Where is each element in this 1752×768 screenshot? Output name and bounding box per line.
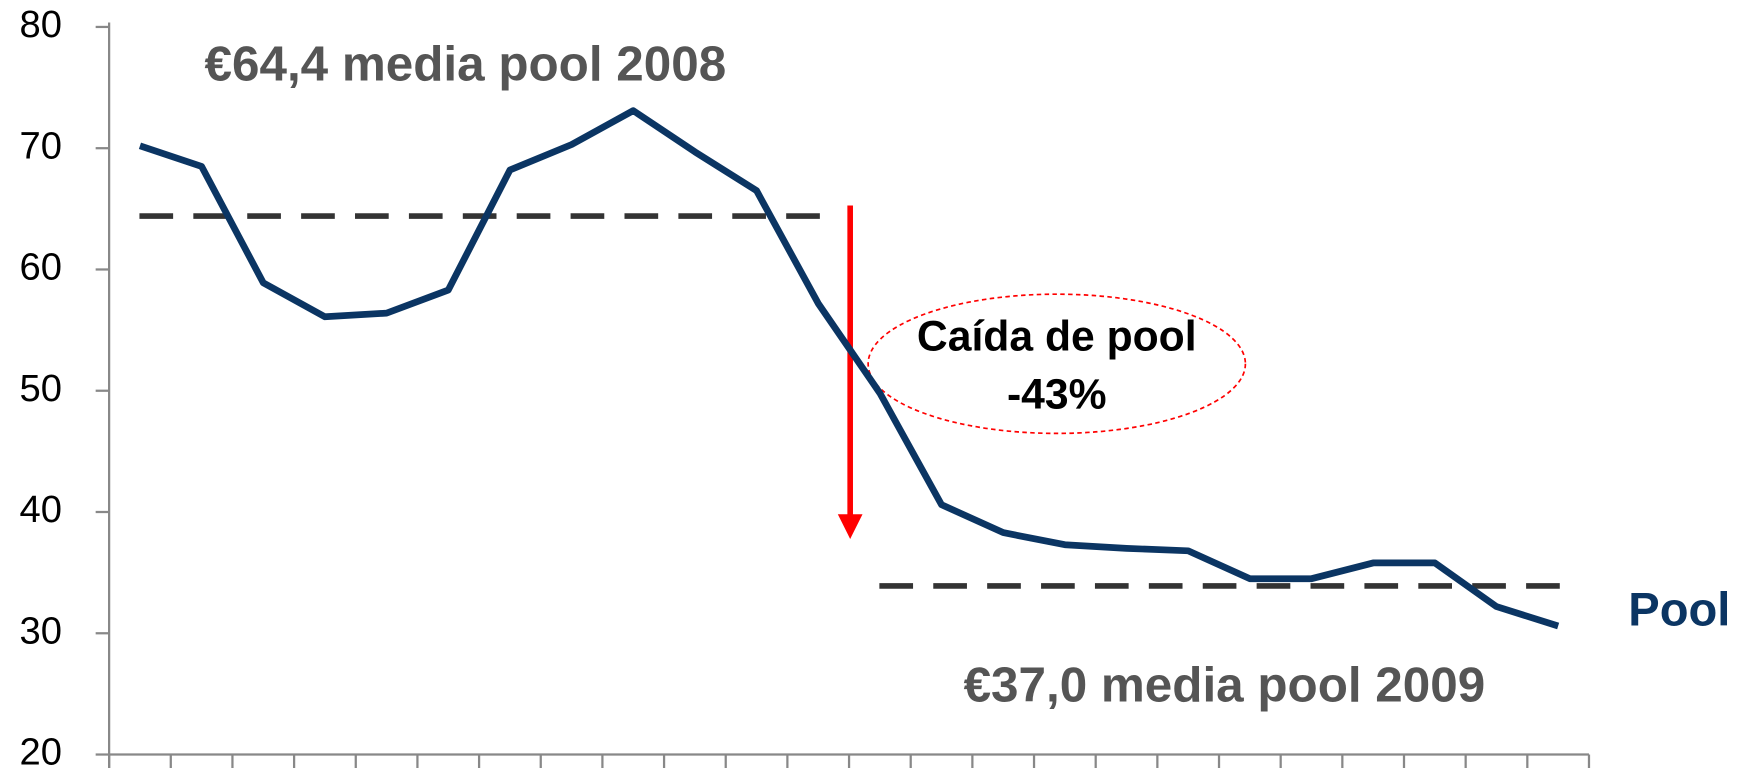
y-tick-label: 20	[20, 731, 62, 768]
reference-label: €37,0 media pool 2009	[964, 657, 1486, 712]
drop-arrow-head	[837, 514, 863, 539]
y-tick-label: 40	[20, 488, 62, 531]
reference-label: €64,4 media pool 2008	[205, 36, 727, 91]
y-tick-label: 70	[20, 124, 62, 167]
y-tick-label: 60	[20, 246, 62, 289]
x-ticks	[108, 754, 1591, 768]
series-label: Pool	[1628, 583, 1730, 636]
annotation-text: Caída de pool	[917, 312, 1197, 360]
annotation-ellipse	[867, 293, 1247, 435]
y-tick-label: 50	[20, 367, 62, 410]
annotation-text: -43%	[1007, 371, 1107, 419]
y-tick-label: 30	[20, 609, 62, 652]
y-tick-label: 80	[20, 3, 62, 46]
series-line	[138, 107, 1560, 630]
